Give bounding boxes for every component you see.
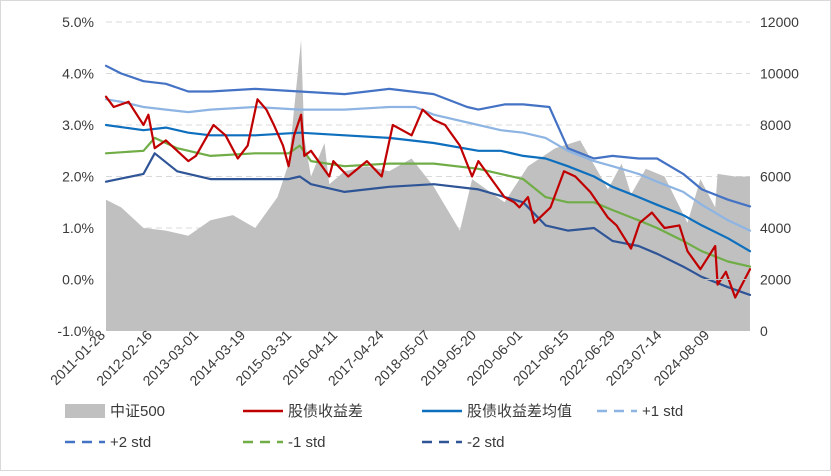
y-left-tick-label: 0.0%: [62, 272, 94, 288]
series-line-minus1-std: [104, 136, 752, 268]
series-line-mean: [104, 123, 752, 253]
y-right-tick-label: 8000: [760, 117, 791, 133]
legend-label-minus1: -1 std: [288, 434, 326, 451]
y-left-tick-label: 5.0%: [62, 14, 94, 30]
series-line-minus2-std: [104, 152, 752, 296]
legend-label-mean: 股债收益差均值: [467, 403, 572, 420]
y-right-tick-label: 10000: [760, 66, 799, 82]
y-left-tick-label: 1.0%: [62, 220, 94, 236]
series-lines-layer: [104, 64, 752, 299]
y-right-tick-label: 4000: [760, 220, 791, 236]
legend-label-spread: 股债收益差: [288, 403, 363, 420]
legend-label-minus2: -2 std: [467, 434, 505, 451]
y-right-tick-label: 12000: [760, 14, 799, 30]
legend: 中证500 股债收益差 股债收益差均值 +1 std +2 std -1 std -2 st…: [65, 403, 683, 451]
series-line-spread: [104, 95, 752, 299]
y-right-tick-label: 6000: [760, 169, 791, 185]
legend-label-plus1: +1 std: [642, 403, 683, 420]
legend-label-index: 中证500: [110, 403, 165, 420]
legend-swatch-index: [65, 404, 105, 418]
y-right-tick-label: 2000: [760, 272, 791, 288]
legend-label-plus2: +2 std: [110, 434, 151, 451]
y-left-tick-label: 4.0%: [62, 66, 94, 82]
y-right-tick-label: 0: [760, 323, 768, 339]
y-left-tick-label: 2.0%: [62, 169, 94, 185]
y-left-tick-label: -1.0%: [57, 323, 94, 339]
y-left-tick-label: 3.0%: [62, 117, 94, 133]
series-line-plus1-std: [104, 98, 752, 232]
series-line-plus2-std: [104, 64, 752, 208]
